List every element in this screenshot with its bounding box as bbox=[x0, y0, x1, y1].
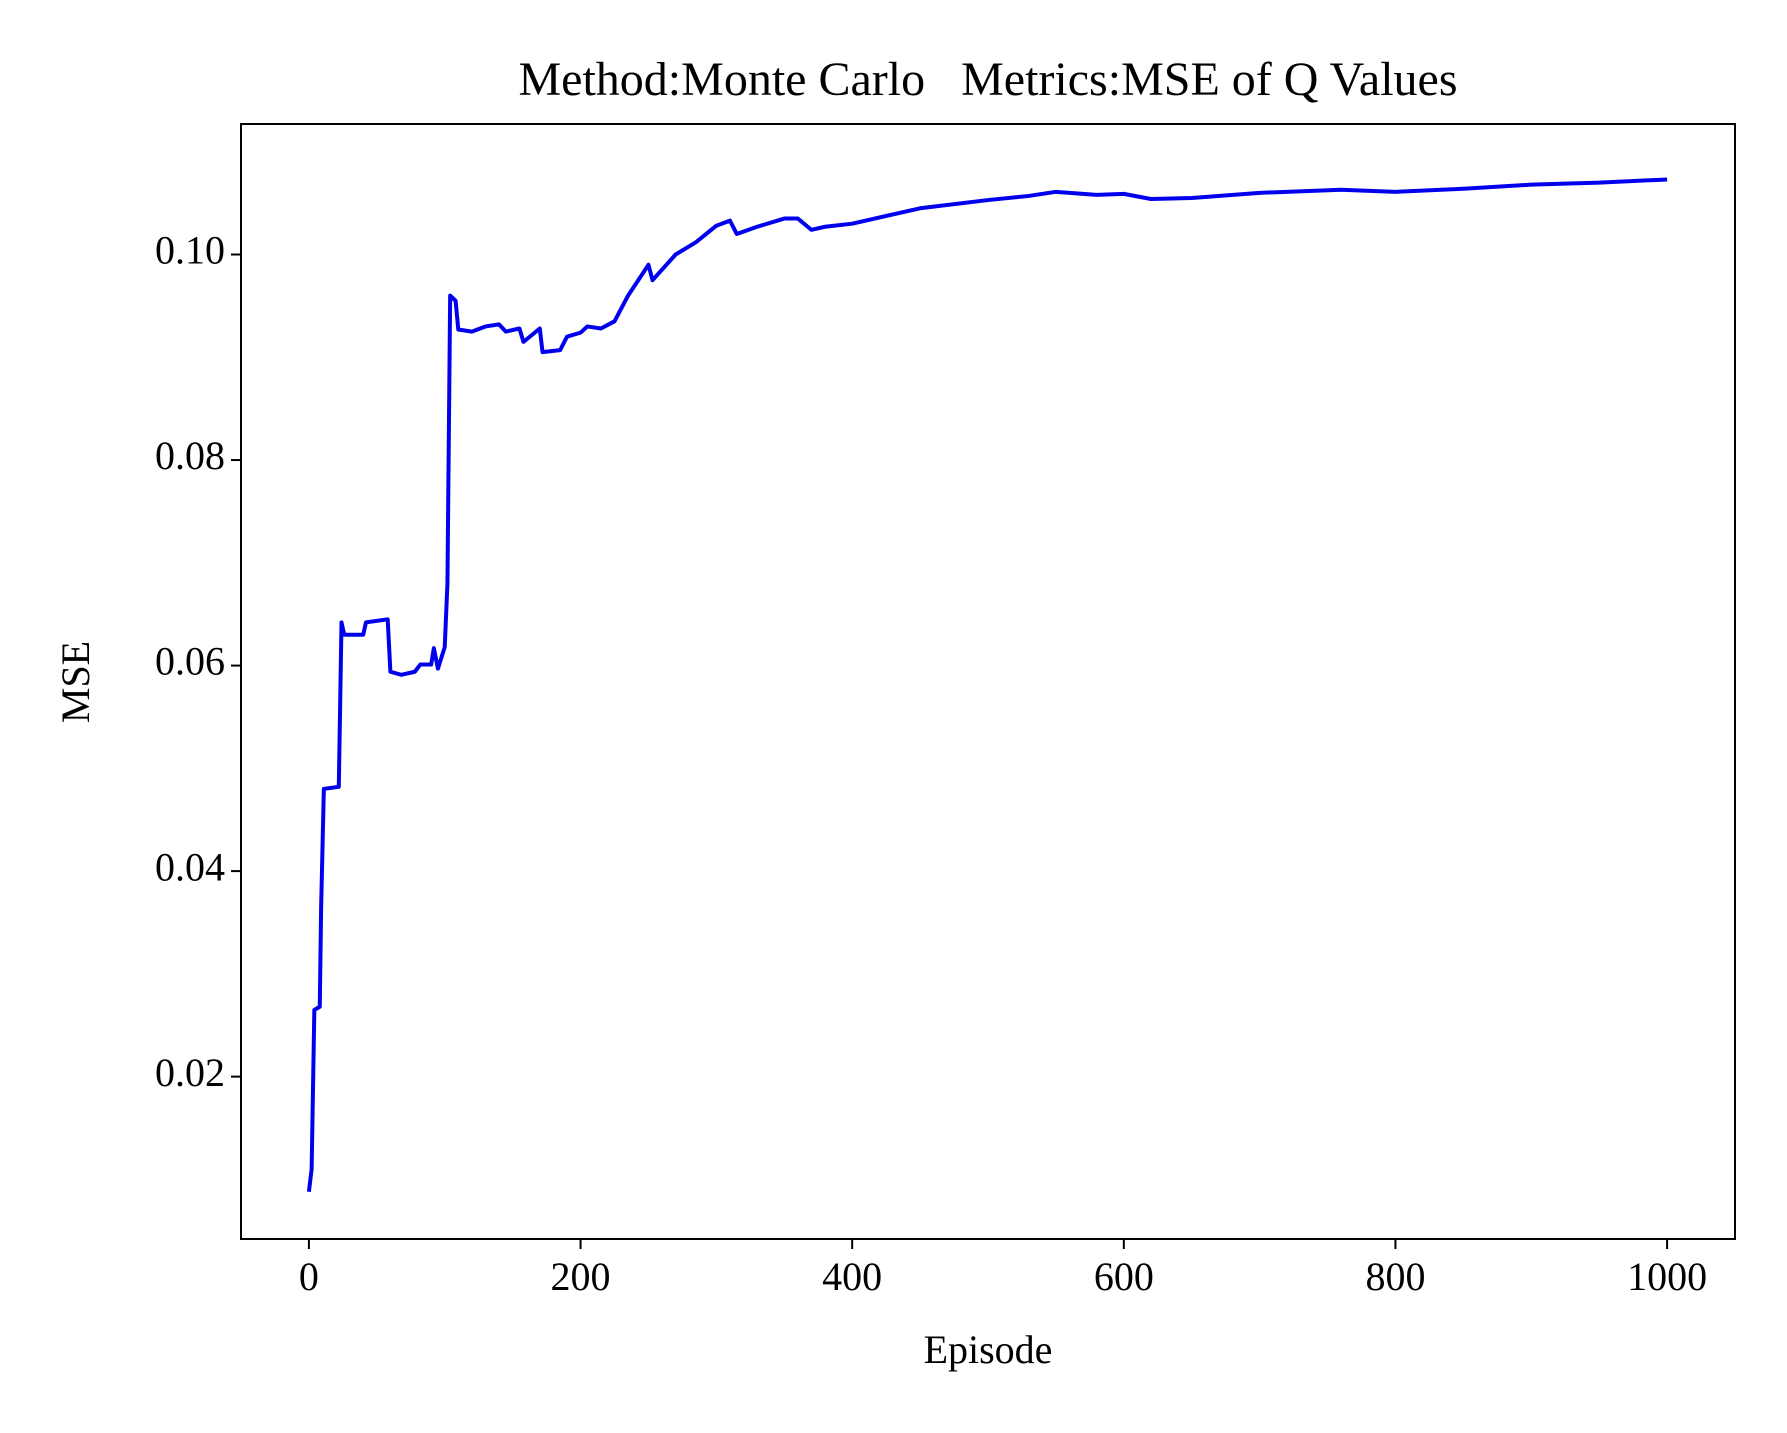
y-tick-label: 0.04 bbox=[155, 844, 225, 889]
y-tick-label: 0.10 bbox=[155, 228, 225, 273]
x-tick-label: 200 bbox=[551, 1254, 611, 1299]
x-tick-label: 400 bbox=[822, 1254, 882, 1299]
x-axis-label: Episode bbox=[924, 1327, 1053, 1372]
y-tick-label: 0.08 bbox=[155, 433, 225, 478]
y-tick-label: 0.02 bbox=[155, 1050, 225, 1095]
y-tick-label: 0.06 bbox=[155, 639, 225, 684]
y-axis-label: MSE bbox=[53, 641, 98, 723]
plot-frame bbox=[240, 123, 1736, 1240]
x-tick-label: 0 bbox=[299, 1254, 319, 1299]
data-line bbox=[306, 177, 1668, 1192]
x-tick-label: 600 bbox=[1094, 1254, 1154, 1299]
x-tick-label: 800 bbox=[1365, 1254, 1425, 1299]
chart-title: Method:Monte Carlo Metrics:MSE of Q Valu… bbox=[518, 53, 1457, 106]
x-tick-label: 1000 bbox=[1627, 1254, 1707, 1299]
